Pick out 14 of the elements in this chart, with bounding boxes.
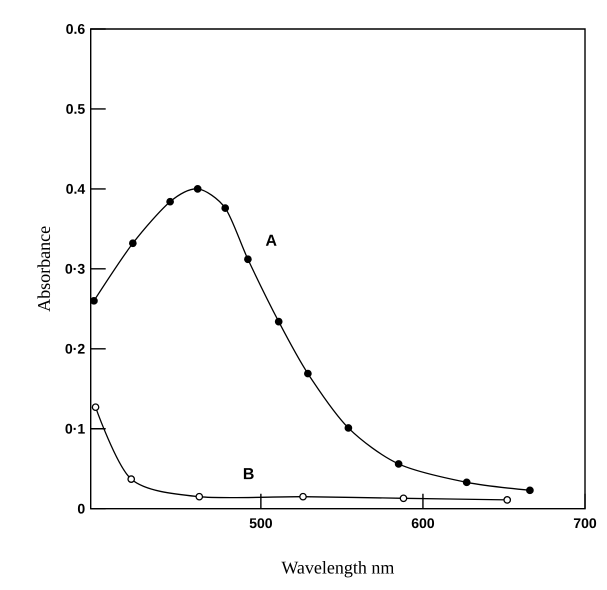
x-tick-label: 600 xyxy=(412,518,434,528)
y-axis-title: Absorbance xyxy=(37,226,50,312)
y-tick-label: 0.4 xyxy=(66,184,86,194)
series-label: A xyxy=(266,234,277,246)
y-tick-label: 0.6 xyxy=(66,24,85,34)
x-tick-label: 500 xyxy=(250,518,272,528)
y-tick-label: 0·2 xyxy=(65,344,85,354)
x-tick-label: 700 xyxy=(574,518,596,528)
y-tick-label: 0 xyxy=(78,504,85,514)
y-tick-label: 0·3 xyxy=(65,264,85,274)
y-tick-label: 0.5 xyxy=(66,104,85,114)
x-axis-title: Wavelength nm xyxy=(281,561,394,578)
y-tick-label: 0·1 xyxy=(65,424,85,434)
series-label: B xyxy=(244,468,254,480)
